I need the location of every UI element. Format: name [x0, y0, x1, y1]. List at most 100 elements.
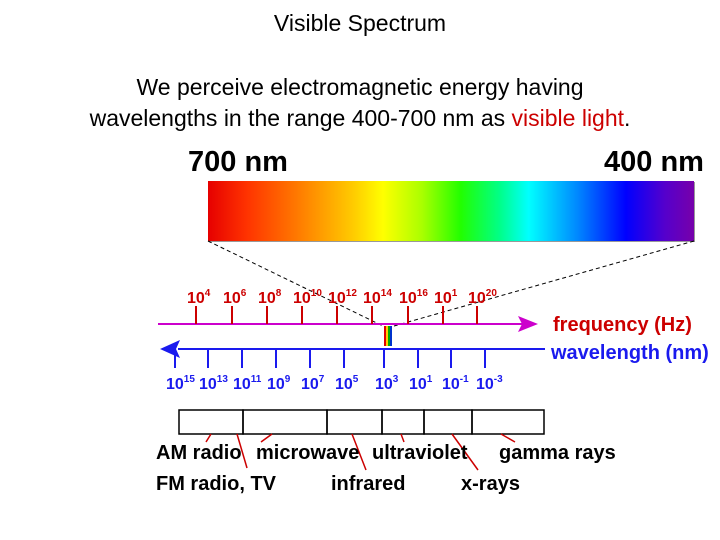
description-period: .	[624, 105, 631, 131]
wavelength-arrowhead	[160, 340, 180, 358]
frequency-tick-label: 104	[187, 288, 211, 307]
frequency-tick-label: 1020	[468, 288, 497, 307]
band-label-am-radio: AM radio	[156, 442, 242, 464]
wavelength-tick-exponent: 7	[319, 374, 325, 385]
band-label-gamma-rays: gamma rays	[499, 442, 616, 464]
visible-light-highlight: visible light	[511, 105, 625, 131]
frequency-tick-base: 10	[293, 290, 311, 307]
band-box	[423, 409, 473, 435]
band-label-xrays: x-rays	[461, 473, 520, 495]
leader-line-gamma	[500, 433, 516, 443]
frequency-tick-exponent: 4	[205, 288, 211, 299]
band-label-fm-radio: FM radio, TV	[156, 473, 277, 495]
slide-description: We perceive electromagnetic energy havin…	[0, 72, 720, 134]
wavelength-tick-exponent: 3	[393, 374, 399, 385]
wavelength-tick-base: 10	[375, 376, 393, 393]
frequency-arrowhead	[518, 316, 538, 332]
frequency-tick-base: 10	[399, 290, 417, 307]
frequency-ticks	[195, 306, 478, 324]
frequency-tick-labels: 104 106 108 1010 1012 1014 1016 101 1020	[187, 288, 497, 307]
frequency-tick-exponent: 12	[346, 288, 358, 299]
visible-band-marker	[388, 326, 390, 346]
wavelength-tick-label: 10-3	[476, 374, 503, 393]
frequency-axis-label: frequency (Hz)	[553, 314, 692, 336]
wavelength-tick-base: 10	[476, 376, 494, 393]
visible-band-marker	[390, 326, 392, 346]
wavelength-tick-label: 103	[375, 374, 399, 393]
spectrum-left-label: 700 nm	[188, 146, 288, 178]
band-boxes	[178, 409, 545, 435]
wavelength-tick-base: 10	[335, 376, 353, 393]
frequency-tick-exponent: 10	[311, 288, 323, 299]
band-box	[242, 409, 328, 435]
frequency-tick-base: 10	[434, 290, 452, 307]
frequency-tick-exponent: 20	[486, 288, 498, 299]
spectrum-right-label: 400 nm	[604, 146, 704, 178]
frequency-tick-label: 108	[258, 288, 282, 307]
frequency-tick-exponent: 1	[452, 288, 458, 299]
band-label-ultraviolet: ultraviolet	[372, 442, 468, 464]
leader-line-ultraviolet	[400, 433, 405, 443]
wavelength-tick-base: 10	[301, 376, 319, 393]
frequency-tick-base: 10	[328, 290, 346, 307]
frequency-tick-base: 10	[258, 290, 276, 307]
frequency-tick-base: 10	[223, 290, 241, 307]
wavelength-tick-exponent: -3	[494, 374, 503, 385]
wavelength-tick-label: 1015	[166, 374, 195, 393]
wavelength-tick-base: 10	[233, 376, 251, 393]
description-line1: We perceive electromagnetic energy havin…	[136, 74, 584, 100]
wavelength-tick-label: 105	[335, 374, 359, 393]
wavelength-tick-exponent: 5	[353, 374, 359, 385]
slide-title: Visible Spectrum	[273, 10, 447, 36]
wavelength-tick-base: 10	[199, 376, 217, 393]
wavelength-tick-base: 10	[442, 376, 460, 393]
wavelength-tick-exponent: 15	[184, 374, 196, 385]
band-box	[178, 409, 244, 435]
leader-line-xrays	[451, 433, 479, 471]
band-label-microwave: microwave	[256, 442, 359, 464]
frequency-tick-label: 101	[434, 288, 458, 307]
description-line2: wavelengths in the range 400-700 nm as	[89, 105, 512, 131]
wavelength-tick-label: 1013	[199, 374, 228, 393]
wavelength-tick-exponent: -1	[460, 374, 469, 385]
wavelength-tick-exponent: 11	[251, 374, 262, 385]
frequency-tick-label: 1016	[399, 288, 428, 307]
visible-spectrum-bar	[208, 181, 694, 241]
wavelength-tick-base: 10	[166, 376, 184, 393]
leader-line-am	[205, 433, 212, 443]
zoom-line-left	[207, 240, 384, 327]
frequency-tick-label: 106	[223, 288, 247, 307]
wavelength-tick-base: 10	[409, 376, 427, 393]
frequency-tick-exponent: 16	[417, 288, 429, 299]
leader-line-microwave	[260, 433, 273, 443]
frequency-tick-exponent: 14	[381, 288, 393, 299]
frequency-tick-exponent: 6	[241, 288, 247, 299]
wavelength-tick-label: 101	[409, 374, 433, 393]
visible-band-marker	[384, 326, 386, 346]
leader-line-infrared	[351, 433, 367, 471]
wavelength-tick-label: 1011	[233, 374, 262, 393]
leader-line-fm	[236, 433, 248, 469]
leader-lines	[205, 433, 516, 471]
frequency-tick-base: 10	[468, 290, 486, 307]
wavelength-ticks	[174, 349, 486, 368]
frequency-tick-label: 1014	[363, 288, 392, 307]
wavelength-tick-exponent: 9	[285, 374, 291, 385]
visible-band-marker	[386, 326, 388, 346]
band-box	[471, 409, 545, 435]
band-label-infrared: infrared	[331, 473, 405, 495]
wavelength-tick-label: 109	[267, 374, 291, 393]
wavelength-tick-labels: 1015 1013 1011 109 107 105 103 101 10-1 10-3	[166, 374, 503, 393]
frequency-tick-base: 10	[187, 290, 205, 307]
wavelength-tick-exponent: 1	[427, 374, 433, 385]
wavelength-tick-label: 10-1	[442, 374, 469, 393]
band-box	[326, 409, 383, 435]
wavelength-tick-label: 107	[301, 374, 325, 393]
frequency-tick-exponent: 8	[276, 288, 282, 299]
band-box	[381, 409, 425, 435]
wavelength-tick-base: 10	[267, 376, 285, 393]
frequency-tick-label: 1012	[328, 288, 357, 307]
wavelength-tick-exponent: 13	[217, 374, 229, 385]
frequency-tick-base: 10	[363, 290, 381, 307]
